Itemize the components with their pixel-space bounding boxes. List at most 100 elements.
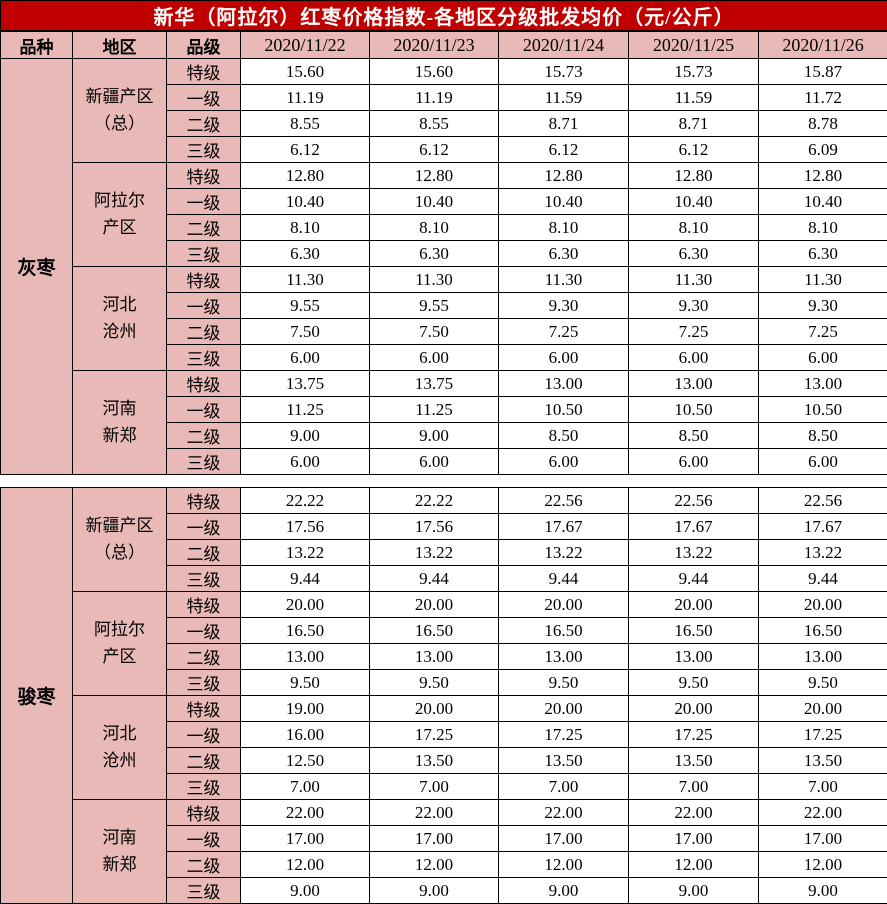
col-header-date-1: 2020/11/22: [241, 31, 370, 59]
price-cell: 10.50: [499, 397, 629, 423]
price-cell: 22.00: [241, 800, 370, 826]
grade-cell: 二级: [167, 423, 241, 449]
grade-cell: 三级: [167, 878, 241, 904]
price-cell: 7.50: [370, 319, 499, 345]
price-cell: 13.22: [241, 540, 370, 566]
price-cell: 17.25: [759, 722, 887, 748]
price-cell: 13.50: [370, 748, 499, 774]
price-cell: 6.30: [370, 241, 499, 267]
price-cell: 6.00: [499, 345, 629, 371]
price-cell: 7.00: [370, 774, 499, 800]
price-cell: 13.22: [759, 540, 887, 566]
price-cell: 15.73: [499, 59, 629, 85]
price-cell: 12.80: [370, 163, 499, 189]
price-cell: 11.25: [241, 397, 370, 423]
grade-cell: 二级: [167, 644, 241, 670]
price-cell: 6.12: [241, 137, 370, 163]
price-cell: 16.50: [370, 618, 499, 644]
price-cell: 9.50: [241, 670, 370, 696]
separator-cell: [1, 475, 887, 488]
price-cell: 12.80: [499, 163, 629, 189]
price-cell: 22.00: [370, 800, 499, 826]
price-cell: 8.55: [241, 111, 370, 137]
grade-cell: 一级: [167, 189, 241, 215]
price-cell: 8.10: [370, 215, 499, 241]
price-cell: 9.44: [370, 566, 499, 592]
price-cell: 9.50: [370, 670, 499, 696]
price-cell: 13.00: [759, 644, 887, 670]
grade-cell: 一级: [167, 85, 241, 111]
col-header-grade: 品级: [167, 31, 241, 59]
price-cell: 8.71: [499, 111, 629, 137]
grade-cell: 特级: [167, 592, 241, 618]
price-cell: 9.50: [499, 670, 629, 696]
price-cell: 11.19: [241, 85, 370, 111]
price-cell: 10.40: [370, 189, 499, 215]
price-cell: 13.00: [370, 644, 499, 670]
title-row: 新华（阿拉尔）红枣价格指数-各地区分级批发均价（元/公斤）: [1, 1, 887, 32]
price-cell: 17.25: [370, 722, 499, 748]
grade-cell: 特级: [167, 59, 241, 85]
price-cell: 8.78: [759, 111, 887, 137]
price-cell: 15.60: [370, 59, 499, 85]
price-cell: 7.25: [629, 319, 759, 345]
price-cell: 17.67: [629, 514, 759, 540]
price-cell: 11.59: [499, 85, 629, 111]
price-cell: 7.25: [759, 319, 887, 345]
price-cell: 16.50: [629, 618, 759, 644]
grade-cell: 三级: [167, 241, 241, 267]
price-cell: 9.55: [370, 293, 499, 319]
grade-cell: 一级: [167, 826, 241, 852]
price-cell: 6.00: [759, 449, 887, 475]
grade-cell: 三级: [167, 449, 241, 475]
price-cell: 9.00: [241, 878, 370, 904]
price-cell: 7.50: [241, 319, 370, 345]
col-header-date-4: 2020/11/25: [629, 31, 759, 59]
price-cell: 16.00: [241, 722, 370, 748]
price-cell: 17.00: [241, 826, 370, 852]
price-cell: 8.10: [759, 215, 887, 241]
price-cell: 6.00: [241, 345, 370, 371]
price-cell: 6.00: [629, 345, 759, 371]
col-header-date-2: 2020/11/23: [370, 31, 499, 59]
price-cell: 13.00: [499, 371, 629, 397]
grade-cell: 三级: [167, 670, 241, 696]
price-cell: 9.44: [499, 566, 629, 592]
price-cell: 7.00: [499, 774, 629, 800]
price-cell: 7.00: [629, 774, 759, 800]
price-cell: 20.00: [629, 592, 759, 618]
column-header-row: 品种 地区 品级 2020/11/22 2020/11/23 2020/11/2…: [1, 31, 887, 59]
price-cell: 15.87: [759, 59, 887, 85]
price-cell: 11.19: [370, 85, 499, 111]
grade-cell: 特级: [167, 163, 241, 189]
price-cell: 20.00: [759, 592, 887, 618]
price-cell: 13.22: [370, 540, 499, 566]
price-cell: 17.25: [499, 722, 629, 748]
price-cell: 6.00: [629, 449, 759, 475]
price-cell: 17.56: [241, 514, 370, 540]
price-cell: 10.40: [629, 189, 759, 215]
variety-cell-灰枣: 灰枣: [1, 59, 73, 475]
price-cell: 22.22: [370, 488, 499, 514]
price-cell: 13.50: [759, 748, 887, 774]
col-header-region: 地区: [73, 31, 167, 59]
price-cell: 8.50: [759, 423, 887, 449]
grade-cell: 三级: [167, 345, 241, 371]
price-cell: 11.59: [629, 85, 759, 111]
price-cell: 17.00: [759, 826, 887, 852]
price-cell: 15.73: [629, 59, 759, 85]
grade-cell: 特级: [167, 800, 241, 826]
price-cell: 8.10: [629, 215, 759, 241]
price-cell: 9.30: [629, 293, 759, 319]
region-cell: 河南新郑: [73, 800, 167, 904]
region-cell: 阿拉尔产区: [73, 592, 167, 696]
price-cell: 11.30: [759, 267, 887, 293]
price-cell: 16.50: [759, 618, 887, 644]
price-cell: 6.30: [241, 241, 370, 267]
price-cell: 6.00: [241, 449, 370, 475]
grade-cell: 二级: [167, 748, 241, 774]
